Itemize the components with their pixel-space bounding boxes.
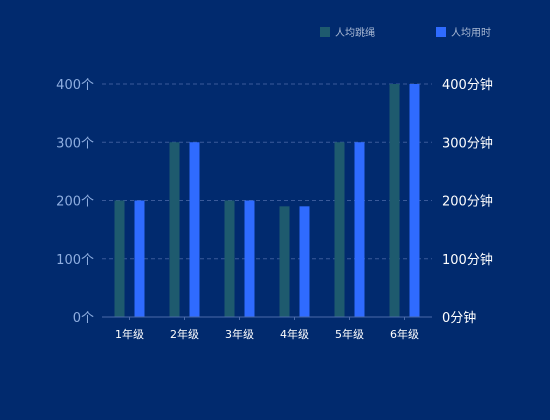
x-tick-label: 2年级 — [170, 327, 199, 341]
bar-jump — [389, 84, 400, 317]
bar-jump — [334, 142, 345, 317]
bar-time — [299, 206, 310, 317]
legend-label: 人均用时 — [451, 27, 491, 39]
legend-label: 人均跳绳 — [335, 26, 375, 39]
bar-time — [354, 142, 365, 317]
grid-layer — [102, 83, 432, 318]
x-tick-label: 1年级 — [115, 327, 144, 341]
bar-time — [189, 142, 200, 317]
bar-jump — [224, 200, 235, 317]
bars-layer — [114, 84, 420, 317]
y-right-tick-label: 300分钟 — [442, 135, 493, 151]
bar-jump — [114, 200, 125, 317]
y-left-tick-label: 200个 — [56, 195, 94, 210]
legend: 人均跳绳 人均用时 — [320, 26, 491, 39]
x-tick-label: 6年级 — [390, 327, 419, 341]
bar-time — [409, 84, 420, 317]
bar-jump — [169, 142, 180, 317]
bar-time — [134, 200, 145, 317]
x-tick-label: 3年级 — [225, 327, 254, 341]
y-right-tick-label: 400分钟 — [442, 77, 493, 93]
x-tick-label: 5年级 — [335, 327, 364, 341]
legend-swatch — [320, 27, 330, 37]
y-left-tick-label: 300个 — [56, 136, 94, 151]
bar-time — [244, 200, 255, 317]
bar-jump — [279, 206, 290, 317]
y-right-tick-label: 100分钟 — [442, 252, 493, 268]
y-left-tick-label: 100个 — [56, 253, 94, 268]
y-left-tick-label: 400个 — [56, 78, 94, 93]
y-left-tick-label: 0个 — [73, 311, 94, 326]
y-right-tick-label: 200分钟 — [442, 194, 493, 210]
y-right-tick-label: 0分钟 — [442, 310, 476, 326]
x-tick-label: 4年级 — [280, 327, 309, 341]
axis-layer: 0个 100个 200个 300个 400个 0分钟 100分钟 200分钟 300分钟 400分… — [56, 77, 493, 341]
legend-swatch — [436, 27, 446, 37]
